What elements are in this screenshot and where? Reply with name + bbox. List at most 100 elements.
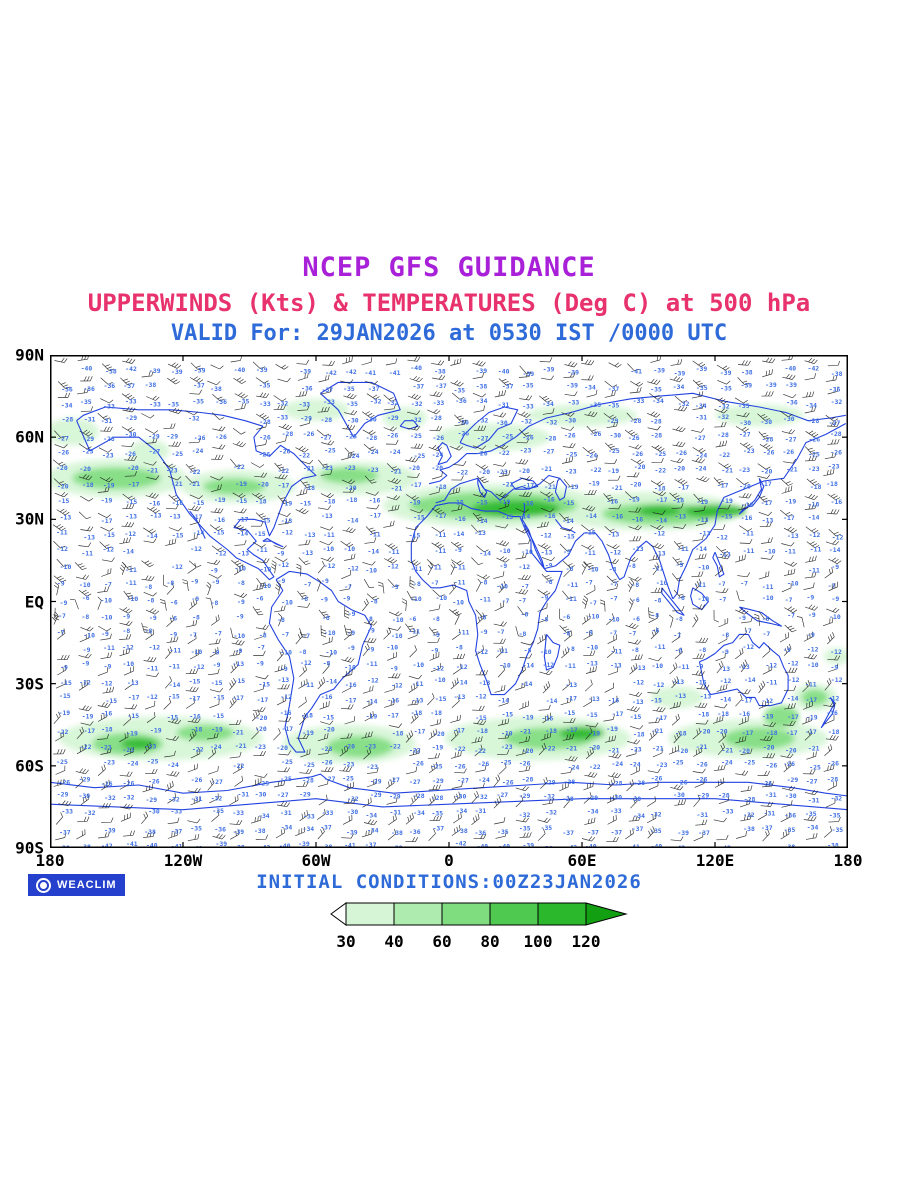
svg-text:-37: -37: [587, 829, 599, 837]
svg-text:-36: -36: [83, 385, 95, 393]
svg-text:-27: -27: [739, 430, 751, 438]
svg-text:-11: -11: [766, 678, 778, 686]
svg-text:-6: -6: [652, 627, 660, 635]
svg-text:-30: -30: [79, 792, 91, 800]
svg-text:-9: -9: [149, 614, 157, 622]
svg-text:-21: -21: [608, 746, 620, 754]
svg-text:-9: -9: [83, 646, 91, 654]
svg-text:-21: -21: [520, 728, 532, 736]
svg-text:-23: -23: [321, 745, 333, 753]
svg-text:-9: -9: [545, 561, 553, 569]
svg-text:-11: -11: [479, 596, 491, 604]
svg-text:-11: -11: [742, 530, 754, 538]
svg-text:-40: -40: [651, 842, 663, 848]
svg-text:-15: -15: [650, 697, 662, 705]
svg-text:-18: -18: [633, 730, 645, 738]
svg-text:-41: -41: [365, 369, 377, 377]
svg-text:-22: -22: [454, 745, 466, 753]
svg-text:-34: -34: [673, 383, 685, 391]
svg-text:-33: -33: [259, 400, 271, 408]
svg-text:-11: -11: [584, 549, 596, 557]
chart-title: NCEP GFS GUIDANCE: [302, 252, 596, 283]
svg-text:-12: -12: [103, 546, 115, 554]
svg-text:-18: -18: [808, 501, 820, 509]
svg-text:-29: -29: [146, 796, 158, 804]
svg-text:-27: -27: [785, 435, 797, 443]
svg-text:-21: -21: [611, 484, 623, 492]
svg-text:-28: -28: [413, 792, 425, 800]
svg-text:-29: -29: [389, 793, 401, 801]
svg-text:-33: -33: [277, 413, 289, 421]
svg-text:-12: -12: [125, 530, 137, 538]
svg-text:-14: -14: [585, 512, 597, 520]
svg-text:-26: -26: [830, 448, 842, 456]
map-plot-area: -40 -38 -42 -39 -39 -39 -40 -39 -39 -42 -42 -41 -41-…: [45, 354, 851, 853]
svg-text:-37: -37: [59, 829, 71, 837]
svg-text:-32: -32: [718, 403, 730, 411]
svg-text:-6: -6: [169, 615, 177, 623]
svg-text:-8: -8: [147, 596, 155, 604]
svg-text:-29: -29: [300, 415, 312, 423]
svg-text:-18: -18: [545, 727, 557, 735]
svg-text:-29: -29: [544, 779, 556, 787]
svg-text:-29: -29: [387, 414, 399, 422]
svg-text:-9: -9: [348, 610, 356, 618]
svg-text:-16: -16: [172, 499, 184, 507]
svg-text:-9: -9: [431, 647, 439, 655]
svg-text:-22: -22: [389, 743, 401, 751]
svg-text:-13: -13: [502, 513, 514, 521]
svg-text:-35: -35: [238, 398, 250, 406]
svg-text:-24: -24: [432, 451, 444, 459]
svg-text:-18: -18: [742, 501, 754, 509]
svg-text:-7: -7: [589, 599, 597, 607]
svg-text:-38: -38: [743, 825, 755, 833]
svg-text:-13: -13: [654, 549, 666, 557]
svg-text:-17: -17: [678, 483, 690, 491]
svg-text:-33: -33: [323, 398, 335, 406]
svg-text:-10: -10: [807, 661, 819, 669]
svg-text:-7: -7: [740, 580, 748, 588]
svg-text:-28: -28: [432, 794, 444, 802]
svg-text:-18: -18: [476, 727, 488, 735]
svg-text:-18: -18: [717, 710, 729, 718]
svg-text:-20: -20: [785, 747, 797, 755]
svg-text:80: 80: [480, 932, 499, 951]
svg-text:-30: -30: [673, 791, 685, 799]
svg-text:-39: -39: [300, 368, 312, 376]
svg-text:-28: -28: [827, 775, 839, 783]
svg-text:-12: -12: [347, 565, 359, 573]
svg-text:-39: -39: [543, 366, 555, 374]
svg-text:-37: -37: [433, 825, 445, 833]
svg-text:-13: -13: [125, 513, 137, 521]
svg-text:-13: -13: [302, 549, 314, 557]
svg-text:-28: -28: [259, 418, 271, 426]
svg-text:-9: -9: [367, 646, 375, 654]
svg-text:-39: -39: [720, 369, 732, 377]
svg-text:-32: -32: [387, 399, 399, 407]
svg-text:-15: -15: [721, 512, 733, 520]
svg-text:-13: -13: [787, 532, 799, 540]
svg-text:-21: -21: [696, 743, 708, 751]
weaclim-logo-text: WEACLIM: [57, 879, 117, 891]
svg-text:-22: -22: [590, 466, 602, 474]
svg-text:-12: -12: [391, 682, 403, 690]
svg-text:-19: -19: [606, 725, 618, 733]
svg-text:-16: -16: [544, 512, 556, 520]
svg-text:-12: -12: [215, 550, 227, 558]
svg-text:-25: -25: [672, 758, 684, 766]
svg-text:-19: -19: [432, 744, 444, 752]
svg-text:-26: -26: [259, 433, 271, 441]
svg-text:-14: -14: [829, 546, 841, 554]
svg-text:-31: -31: [84, 416, 96, 424]
svg-text:-30: -30: [347, 808, 359, 816]
svg-text:-27: -27: [388, 776, 400, 784]
svg-text:-11: -11: [564, 662, 576, 670]
svg-text:-13: -13: [479, 679, 491, 687]
svg-text:-10: -10: [365, 566, 377, 574]
svg-text:-12: -12: [278, 561, 290, 569]
svg-text:-8: -8: [524, 647, 532, 655]
svg-text:-26: -26: [628, 434, 640, 442]
svg-text:-34: -34: [633, 812, 645, 820]
svg-text:-12: -12: [653, 681, 665, 689]
svg-text:-23: -23: [630, 745, 642, 753]
